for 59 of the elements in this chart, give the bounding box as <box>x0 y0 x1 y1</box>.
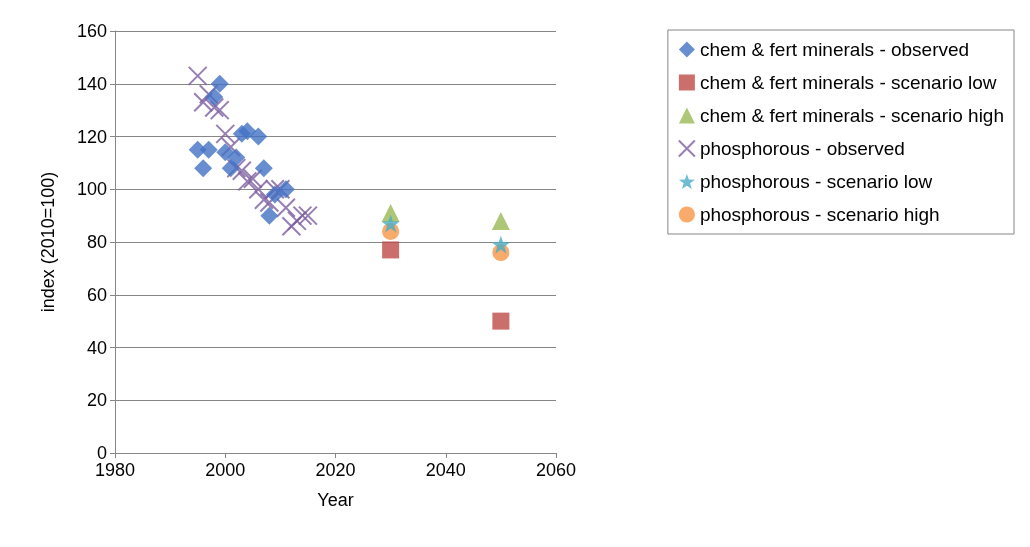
point <box>276 180 295 199</box>
x-tick-label: 2000 <box>205 460 246 480</box>
point <box>492 312 510 330</box>
point <box>226 158 247 179</box>
point <box>264 179 285 200</box>
x-tick-label: 2020 <box>315 460 356 480</box>
y-axis-title: index (2010=100) <box>38 171 58 313</box>
point <box>215 123 236 144</box>
point <box>216 143 235 162</box>
legend-label: chem & fert minerals - scenario high <box>699 105 1004 126</box>
point <box>204 97 225 118</box>
y-tick-label: 0 <box>96 443 107 463</box>
point <box>275 197 296 218</box>
y-tick-label: 20 <box>86 390 107 411</box>
y-tick-label: 40 <box>86 337 107 358</box>
point <box>238 122 257 141</box>
y-tick-label: 80 <box>86 232 107 252</box>
point <box>210 74 229 93</box>
point <box>491 235 510 254</box>
point <box>231 160 252 181</box>
y-tick-label: 100 <box>76 179 107 200</box>
point <box>194 159 213 178</box>
point <box>199 140 218 159</box>
point <box>253 189 274 210</box>
point <box>381 214 400 233</box>
x-tick-label: 2040 <box>425 460 466 480</box>
point <box>205 87 224 106</box>
point <box>491 211 510 230</box>
legend-label: chem & fert minerals - scenario low <box>699 72 997 93</box>
point <box>248 179 269 200</box>
point <box>193 92 214 113</box>
point <box>286 210 307 231</box>
point <box>281 216 302 237</box>
point <box>265 185 284 204</box>
point <box>227 148 246 167</box>
point <box>209 100 230 121</box>
point <box>254 159 273 178</box>
legend-label: phosphorous - observed <box>699 138 905 159</box>
x-tick-label: 2060 <box>535 460 577 480</box>
y-tick-label: 160 <box>76 21 107 41</box>
y-tick-label: 140 <box>76 73 107 94</box>
point <box>270 179 291 200</box>
point <box>249 127 268 146</box>
point <box>187 65 208 86</box>
point <box>221 159 240 178</box>
legend-label: phosphorous - scenario low <box>699 171 933 192</box>
legend-label: chem & fert minerals - observed <box>699 39 970 60</box>
x-tick-label: 1980 <box>94 460 136 480</box>
point <box>259 192 280 213</box>
x-axis-title: Year <box>317 490 354 510</box>
legend-label: phosphorous - scenario high <box>699 204 940 225</box>
y-tick-label: 60 <box>86 284 107 305</box>
point <box>297 205 318 226</box>
point <box>292 205 313 226</box>
point <box>242 168 263 189</box>
y-tick-label: 120 <box>76 126 107 147</box>
point <box>237 171 258 192</box>
point <box>382 241 400 259</box>
point <box>260 206 279 225</box>
